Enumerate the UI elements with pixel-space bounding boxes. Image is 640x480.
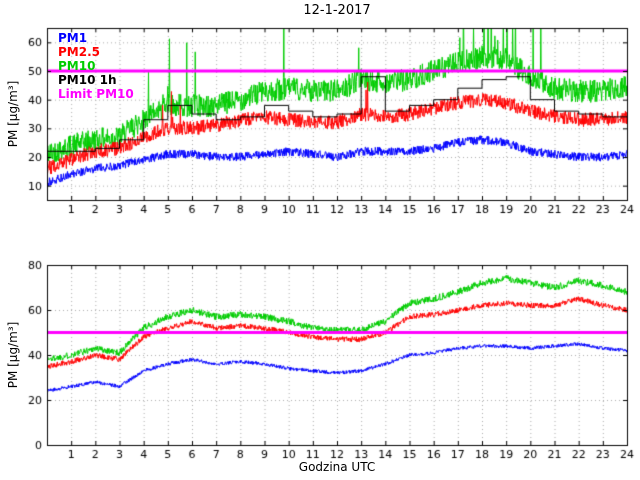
legend-item-pm1: PM1: [58, 31, 88, 45]
chart-title: 12-1-2017: [303, 3, 371, 18]
legend-item-pm25: PM2.5: [58, 45, 100, 59]
legend-item-pm10-1h: PM10 1h: [58, 73, 117, 87]
legend-item-limit: Limit PM10: [58, 87, 134, 101]
y-axis-label-bottom: PM [µg/m³]: [6, 321, 20, 389]
legend-item-pm10: PM10: [58, 59, 96, 73]
legend: PM1 PM2.5 PM10 PM10 1h Limit PM10: [58, 31, 134, 101]
x-axis-label: Godzina UTC: [298, 460, 376, 474]
y-axis-label-top: PM [µg/m³]: [6, 80, 20, 148]
